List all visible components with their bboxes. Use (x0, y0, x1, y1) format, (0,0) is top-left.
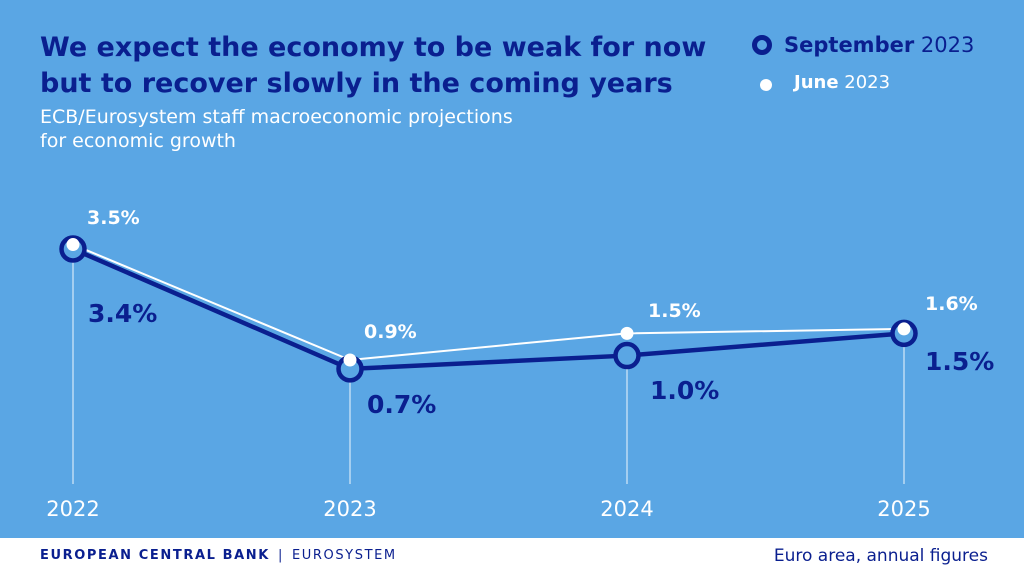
x-tick-label-2023: 2023 (323, 497, 376, 521)
september-data-label-2024: 1.0% (650, 376, 719, 405)
legend-item-september: September 2023 (752, 33, 974, 57)
june-data-label-2022: 3.5% (87, 207, 140, 229)
footer-note: Euro area, annual figures (773, 546, 988, 566)
x-tick-label-2024: 2024 (600, 497, 653, 521)
september-data-label-2022: 3.4% (88, 299, 157, 328)
x-tick-label-2025: 2025 (877, 497, 930, 521)
june-point-2025 (897, 322, 911, 336)
brand-main: EUROPEAN CENTRAL BANK (40, 548, 270, 563)
chart-panel (0, 0, 1024, 538)
footer-bar: EUROPEAN CENTRAL BANK | EUROSYSTEM Euro ar… (0, 538, 1024, 576)
june-point-2024 (620, 326, 634, 340)
legend-year-june: 2023 (844, 72, 891, 93)
chart-subtitle: ECB/Eurosystem staff macroeconomic proje… (40, 106, 513, 152)
legend-year-september: 2023 (920, 33, 975, 57)
brand-sub: EUROSYSTEM (291, 548, 397, 563)
june-point-2023 (343, 353, 357, 367)
september-data-label-2025: 1.5% (925, 347, 994, 376)
june-data-label-2024: 1.5% (648, 300, 701, 322)
series-line-june (72, 243, 905, 362)
legend-marker-ring-icon (752, 35, 772, 55)
legend-marker-dot-icon (760, 78, 772, 91)
line-chart: 2022 2023 2024 2025 3.5% 0.9% 1.5% 1.6% 3.4% 0.7%… (46, 207, 994, 521)
brand-separator: | (277, 548, 284, 563)
ecb-logo-text: EUROPEAN CENTRAL BANK | EUROSYSTEM (40, 548, 397, 563)
legend-month-june: June (794, 72, 839, 93)
september-point-2024 (613, 341, 641, 370)
x-tick-label-2022: 2022 (46, 497, 99, 521)
legend-label-september: September 2023 (784, 33, 974, 57)
legend-item-june: June 2023 (760, 72, 890, 93)
chart-title: We expect the economy to be weak for now… (40, 32, 707, 99)
june-data-label-2023: 0.9% (364, 321, 417, 343)
june-data-label-2025: 1.6% (925, 293, 978, 315)
legend-label-june: June 2023 (794, 72, 890, 93)
september-data-label-2023: 0.7% (367, 390, 436, 419)
series-line-september (72, 246, 905, 372)
june-point-2022 (66, 238, 80, 252)
legend-month-september: September (784, 33, 915, 57)
